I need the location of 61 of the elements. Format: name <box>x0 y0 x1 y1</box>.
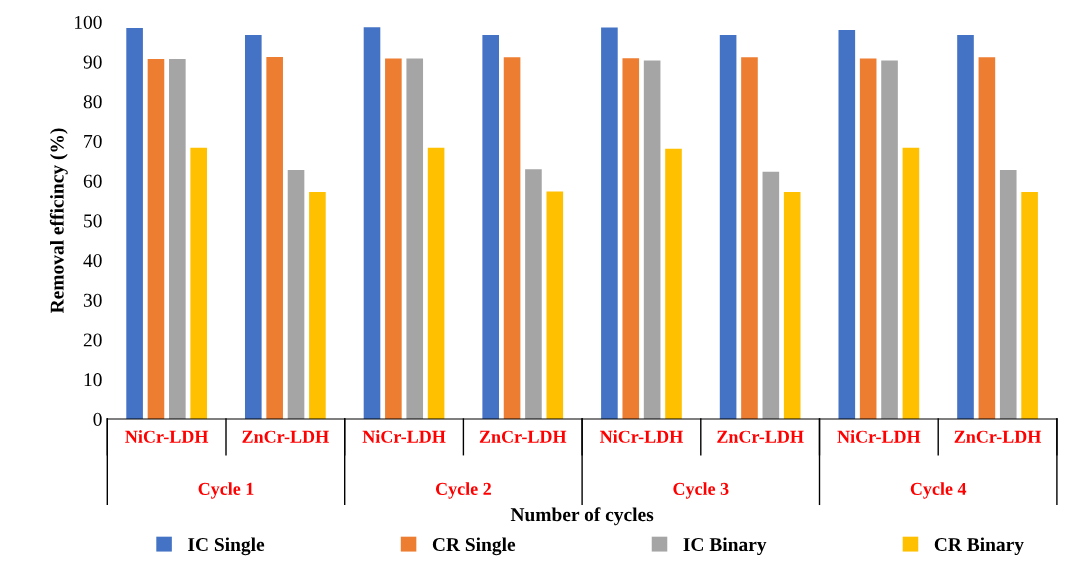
x-tick-label: ZnCr-LDH <box>242 430 329 443</box>
bar <box>957 35 974 419</box>
bar <box>838 29 856 419</box>
bar <box>503 57 521 419</box>
bar <box>665 148 682 419</box>
bar <box>126 27 143 419</box>
bar <box>719 35 737 419</box>
bar <box>287 170 305 419</box>
x-tick-label: NiCr-LDH <box>362 430 446 443</box>
x-axis-title: Number of cycles <box>510 507 654 526</box>
bar <box>859 58 877 419</box>
y-tick-label: 0 <box>93 412 102 426</box>
y-tick-label: 90 <box>83 55 102 69</box>
bar <box>363 27 381 419</box>
bar <box>601 27 618 419</box>
bar <box>999 170 1017 419</box>
bar <box>147 58 165 419</box>
y-tick-label: 70 <box>84 134 102 149</box>
bar <box>783 191 801 419</box>
bar <box>902 147 920 419</box>
y-tick-label: 60 <box>83 174 102 188</box>
legend-label: CR Binary <box>934 537 1024 556</box>
bar <box>190 147 208 419</box>
y-axis-title: Removal efficincy (%) <box>49 128 68 314</box>
x-tick-label: NiCr-LDH <box>837 430 921 443</box>
legend-label: IC Single <box>188 537 265 556</box>
bar <box>427 147 445 419</box>
bar <box>385 58 402 419</box>
text: Cycle 1 <box>198 482 254 499</box>
text: Cycle 3 <box>673 482 729 499</box>
x-tick-label: NiCr-LDH <box>600 430 683 443</box>
bar <box>309 191 326 419</box>
y-tick-label: 20 <box>83 333 102 347</box>
bar <box>546 191 564 419</box>
bar <box>1021 191 1038 419</box>
bar <box>525 169 542 419</box>
y-tick-label: 80 <box>83 95 102 109</box>
x-tick-label: NiCr-LDH <box>125 430 209 443</box>
y-tick-label: 50 <box>84 214 102 228</box>
bar <box>244 35 262 419</box>
bar <box>741 57 758 419</box>
legend-label: IC Binary <box>683 537 767 556</box>
y-tick-label: 100 <box>74 15 102 29</box>
y-tick-label: 10 <box>84 373 102 387</box>
bar <box>978 57 996 419</box>
text: Cycle 4 <box>910 482 967 499</box>
bar <box>266 56 283 419</box>
y-tick-label: 30 <box>83 293 102 307</box>
x-tick-label: ZnCr-LDH <box>479 430 567 443</box>
x-tick-label: ZnCr-LDH <box>954 430 1042 443</box>
bar <box>643 60 661 419</box>
text: Cycle 2 <box>435 482 491 499</box>
bar <box>169 58 186 419</box>
bar <box>622 58 640 419</box>
bar <box>762 171 780 419</box>
x-tick-label: ZnCr-LDH <box>717 430 804 443</box>
y-tick-label: 40 <box>83 254 102 268</box>
legend-label: CR Single <box>432 537 516 556</box>
bar <box>406 58 424 419</box>
bar <box>482 35 500 419</box>
bar <box>881 60 898 419</box>
